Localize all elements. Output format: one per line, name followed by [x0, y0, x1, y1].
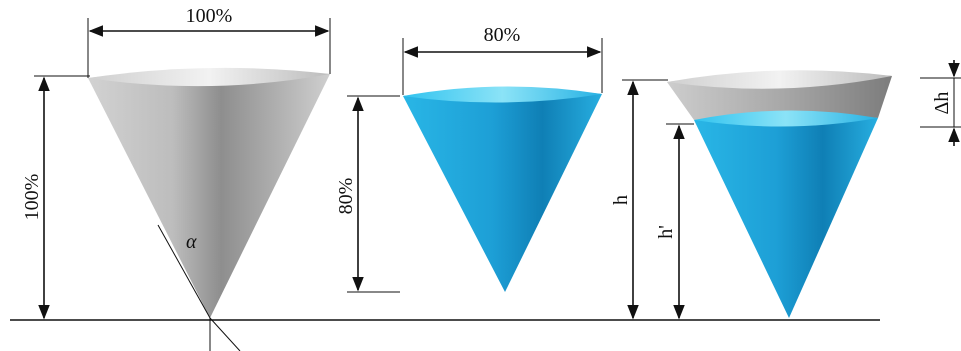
- cone-liquid-surface: [403, 86, 602, 103]
- cone-liquid-body: [403, 88, 602, 292]
- cone-partial-liquid-body: [694, 112, 878, 318]
- cone-empty: [88, 67, 330, 318]
- cone-empty-body: [88, 69, 330, 318]
- cone-partial-rim: [667, 70, 892, 89]
- delta-height-label: Δh: [931, 92, 953, 115]
- cone-empty-slant-line: [157, 224, 211, 319]
- fill-height-label: h': [655, 225, 677, 239]
- cone-empty-width-label: 100%: [186, 5, 233, 27]
- angle-extension-line: [209, 317, 241, 351]
- cone-liquid-height-label: 80%: [335, 178, 357, 215]
- cone-empty-rim: [88, 67, 330, 87]
- cone-partial: [667, 70, 892, 318]
- cone-partial-liquid-surface: [694, 110, 878, 127]
- total-height-label: h: [610, 195, 632, 205]
- cone-liquid: [403, 86, 602, 292]
- cone-liquid-width-label: 80%: [484, 24, 521, 46]
- angle-alpha-label: α: [186, 231, 197, 253]
- cone-empty-height-label: 100%: [21, 174, 43, 221]
